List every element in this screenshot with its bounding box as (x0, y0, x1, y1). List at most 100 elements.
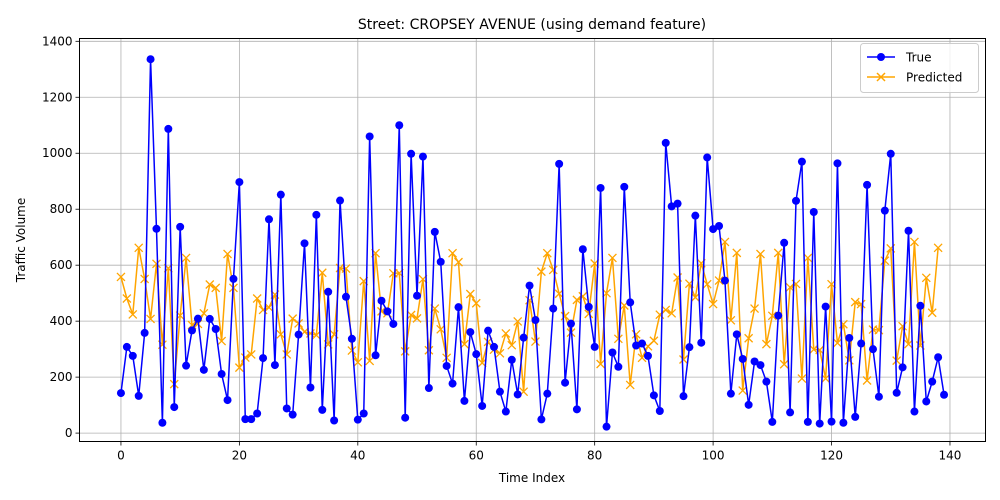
point-predicted (128, 309, 138, 319)
point-true (270, 361, 279, 370)
point-true (264, 215, 273, 224)
point-true (732, 330, 741, 339)
point-true (318, 405, 327, 414)
point-predicted (365, 356, 375, 366)
point-predicted (412, 313, 422, 323)
point-predicted (679, 355, 688, 364)
point-true (762, 377, 771, 386)
point-true (495, 387, 504, 396)
point-predicted (495, 348, 505, 358)
point-predicted (702, 279, 712, 289)
point-predicted (353, 357, 363, 367)
point-predicted (797, 374, 807, 383)
point-predicted (661, 305, 671, 315)
point-predicted (785, 282, 795, 292)
legend: True Predicted (860, 43, 979, 93)
point-predicted (862, 376, 872, 385)
point-predicted (572, 295, 582, 305)
point-true (484, 326, 493, 335)
point-predicted (773, 248, 783, 258)
point-predicted (288, 314, 298, 324)
point-true (182, 361, 191, 370)
point-true (703, 153, 712, 162)
point-predicted (531, 337, 540, 347)
point-predicted (596, 359, 606, 369)
point-predicted (311, 330, 321, 340)
point-true (341, 292, 350, 301)
point-predicted (744, 333, 754, 343)
point-predicted (116, 272, 126, 282)
point-true (898, 363, 907, 372)
point-predicted (199, 308, 209, 318)
point-true (525, 281, 534, 290)
point-predicted (708, 299, 718, 309)
point-true (146, 55, 155, 64)
point-true (371, 351, 380, 360)
point-predicted (892, 356, 902, 366)
point-true (602, 422, 611, 431)
point-true (122, 342, 131, 351)
point-true (673, 199, 682, 208)
point-true (276, 190, 285, 199)
point-predicted (548, 265, 558, 275)
point-true (667, 202, 676, 211)
point-true (916, 301, 925, 310)
x-tick-label: 140 (939, 449, 962, 463)
point-true (786, 408, 795, 417)
point-true (478, 401, 487, 410)
point-predicted (578, 291, 588, 301)
legend-predicted-label: Predicted (906, 71, 962, 85)
point-true (436, 257, 445, 266)
point-predicted (217, 336, 227, 346)
x-tick-label: 0 (117, 449, 125, 463)
point-true (655, 406, 664, 415)
point-true (928, 377, 937, 386)
point-true (176, 222, 185, 231)
point-true (537, 415, 546, 424)
point-true (863, 180, 872, 189)
point-true (501, 407, 510, 416)
point-true (685, 343, 694, 352)
plot-frame (79, 38, 986, 442)
point-predicted (205, 280, 215, 289)
point-true (336, 196, 345, 205)
point-true (454, 303, 463, 312)
series-layer (116, 55, 949, 431)
point-predicted (607, 253, 617, 263)
x-tick-label: 80 (587, 449, 602, 463)
point-predicted (927, 308, 937, 318)
point-true (259, 354, 268, 363)
point-true (874, 392, 883, 401)
series-true (116, 55, 949, 431)
point-true (679, 392, 688, 401)
point-true (223, 396, 232, 405)
point-predicted (240, 353, 250, 363)
point-true (697, 338, 706, 347)
point-true (418, 152, 427, 161)
point-predicted (181, 253, 191, 263)
point-true (158, 418, 167, 427)
point-true (851, 412, 860, 421)
point-true (211, 324, 220, 333)
y-tick-label: 600 (50, 258, 73, 272)
point-true (383, 307, 392, 316)
point-predicted (649, 336, 659, 346)
point-true (513, 390, 522, 399)
point-predicted (909, 237, 919, 247)
point-predicted (726, 315, 736, 325)
point-predicted (833, 338, 842, 348)
y-tick-label: 1000 (42, 146, 73, 160)
point-true (401, 413, 410, 422)
point-true (347, 334, 356, 343)
point-predicted (400, 346, 410, 356)
point-true (720, 276, 729, 285)
point-predicted (152, 259, 161, 269)
point-predicted (436, 324, 446, 334)
point-true (519, 333, 528, 342)
point-true (448, 379, 457, 388)
point-true (809, 208, 818, 217)
point-predicted (898, 321, 908, 331)
point-true (744, 400, 753, 409)
point-true (430, 227, 439, 236)
point-predicted (921, 273, 931, 283)
